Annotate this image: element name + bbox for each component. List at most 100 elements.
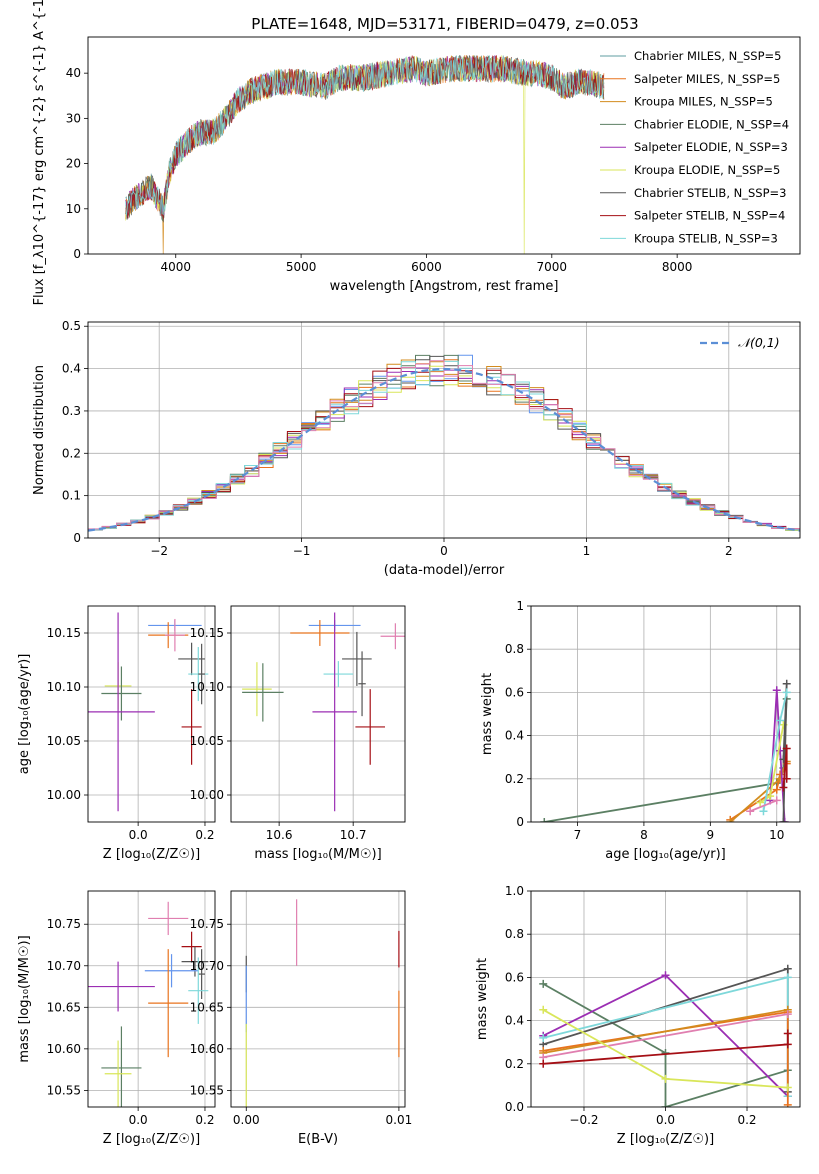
weight-marker xyxy=(782,679,791,688)
panel-mass_vs_EBV: 0.00 0.01 10.55 10.60 10.65 10.70 10.75 E(B-V) xyxy=(190,890,413,1147)
y-tick-label: 0 xyxy=(73,247,81,261)
y-tick-label: 0.4 xyxy=(505,1014,524,1028)
weight-marker xyxy=(772,686,781,695)
x-axis-label: Z [log₁₀(Z/Z☉)] xyxy=(103,1132,200,1147)
panel-mass_vs_Z: 0.0 0.2 10.55 10.60 10.65 10.70 10.75 Z [log₁₀(… xyxy=(17,890,216,1147)
x-tick-label: 0.00 xyxy=(233,1113,260,1127)
y-tick-label: 10.60 xyxy=(190,1042,224,1056)
y-axis-label: Normed distribution xyxy=(32,365,47,495)
axes-frame xyxy=(230,890,406,1108)
x-tick-label: 9 xyxy=(707,828,715,842)
axes-frame xyxy=(530,605,801,823)
y-axis-label: Flux [f_λ10^{-17} erg cm^{-2} s^{-1} A^{… xyxy=(32,0,47,305)
panel-age_vs_mass: 10.6 10.7 10.00 10.05 10.10 10.15 mass [log₁₀(… xyxy=(190,605,406,862)
panel-age_vs_Z: 0.0 0.2 10.00 10.05 10.10 10.15 Z [log₁₀(Z/Z☉)… xyxy=(17,605,216,862)
spectrum-line xyxy=(125,54,605,219)
y-tick-label: 10.75 xyxy=(47,917,81,931)
spectrum-line xyxy=(125,55,605,254)
y-tick-label: 0.0 xyxy=(505,1100,524,1114)
legend-label: 𝒩(0,1) xyxy=(738,335,780,350)
weight-marker xyxy=(756,798,765,807)
legend-label: Salpeter MILES, N_SSP=5 xyxy=(634,72,780,86)
weight-marker xyxy=(782,774,791,783)
x-tick-label: 0 xyxy=(440,544,448,558)
y-tick-label: 40 xyxy=(66,66,81,80)
x-axis-label: wavelength [Angstrom, rest frame] xyxy=(330,279,559,294)
x-tick-label: 1 xyxy=(583,544,591,558)
y-tick-label: 10.75 xyxy=(190,917,224,931)
legend-label: Salpeter ELODIE, N_SSP=3 xyxy=(634,140,788,154)
y-tick-label: 0.6 xyxy=(505,970,524,984)
weight-marker xyxy=(776,716,785,725)
plot-area xyxy=(88,322,800,538)
figure-title: PLATE=1648, MJD=53171, FIBERID=0479, z=0… xyxy=(251,15,638,33)
weight-line xyxy=(729,763,788,821)
weight-line xyxy=(543,1013,788,1059)
weight-marker xyxy=(779,818,788,822)
axes-frame xyxy=(530,890,801,1108)
x-axis-label: E(B-V) xyxy=(298,1132,338,1147)
normal-curve xyxy=(88,367,800,532)
weight-marker xyxy=(772,796,781,805)
y-tick-label: 10.55 xyxy=(190,1083,224,1097)
y-tick-label: 1 xyxy=(516,599,524,613)
x-axis-label: age [log₁₀(age/yr)] xyxy=(605,847,726,862)
legend-label: Salpeter STELIB, N_SSP=4 xyxy=(634,209,785,223)
y-tick-label: 10.10 xyxy=(47,680,81,694)
weight-marker xyxy=(783,1100,792,1107)
panel-residual_histogram: −2 −1 0 1 2 0 0.1 0.2 0.3 0.4 0.5 (data-model)/erro… xyxy=(32,319,801,578)
y-tick-label: 10.65 xyxy=(47,1000,81,1014)
x-tick-label: 7000 xyxy=(537,260,568,274)
weight-marker xyxy=(772,785,781,794)
x-tick-label: 0.0 xyxy=(129,828,148,842)
weight-marker xyxy=(783,1029,792,1038)
panel-weight_vs_Z: −0.2 0.0 0.2 0.0 0.2 0.4 0.6 0.8 1.0 Z [log₁₀(Z/Z… xyxy=(475,884,801,1147)
y-tick-label: 0.5 xyxy=(62,319,81,333)
legend-label: Kroupa MILES, N_SSP=5 xyxy=(634,95,773,109)
weight-marker xyxy=(759,807,768,816)
y-tick-label: 0.1 xyxy=(62,489,81,503)
weight-marker xyxy=(539,1059,548,1068)
x-tick-label: 0.01 xyxy=(386,1113,413,1127)
legend-label: Chabrier ELODIE, N_SSP=4 xyxy=(634,117,789,131)
axes-frame xyxy=(87,36,801,255)
axes-frame xyxy=(87,605,216,823)
weight-marker xyxy=(783,964,792,973)
axes-frame xyxy=(87,890,216,1108)
x-tick-label: 8000 xyxy=(662,260,693,274)
y-tick-label: 10.55 xyxy=(47,1083,81,1097)
x-tick-label: 5000 xyxy=(286,260,317,274)
plot-area xyxy=(231,891,405,1107)
weight-marker xyxy=(783,1010,792,1019)
y-tick-label: 0 xyxy=(73,531,81,545)
y-tick-label: 10.15 xyxy=(47,626,81,640)
y-tick-label: 30 xyxy=(66,111,81,125)
y-tick-label: 20 xyxy=(66,157,81,171)
y-tick-label: 0.2 xyxy=(62,446,81,460)
x-tick-label: −0.2 xyxy=(569,1113,598,1127)
legend-label: Kroupa ELODIE, N_SSP=5 xyxy=(634,163,780,177)
legend-label: Kroupa STELIB, N_SSP=3 xyxy=(634,231,778,245)
y-axis-label: mass weight xyxy=(475,958,490,1040)
y-tick-label: 0.8 xyxy=(505,642,524,656)
y-tick-label: 1.0 xyxy=(505,884,524,898)
panels: 4000 5000 6000 7000 8000010203040wavelength … xyxy=(17,0,801,1147)
legend-label: Chabrier MILES, N_SSP=5 xyxy=(634,49,781,63)
plot-area xyxy=(531,891,800,1107)
x-tick-label: 0.0 xyxy=(129,1113,148,1127)
y-tick-label: 10.70 xyxy=(47,959,81,973)
y-tick-label: 0.2 xyxy=(505,772,524,786)
weight-marker xyxy=(726,818,735,822)
weight-line xyxy=(729,761,788,822)
x-tick-label: 0.0 xyxy=(656,1113,675,1127)
weight-line xyxy=(543,1008,788,1054)
x-tick-label: 2 xyxy=(725,544,733,558)
x-tick-label: −2 xyxy=(150,544,168,558)
x-tick-label: 0.2 xyxy=(737,1113,756,1127)
x-tick-label: 7 xyxy=(574,828,582,842)
weight-marker xyxy=(783,1040,792,1049)
weight-line xyxy=(749,799,778,813)
weight-marker xyxy=(779,783,788,792)
